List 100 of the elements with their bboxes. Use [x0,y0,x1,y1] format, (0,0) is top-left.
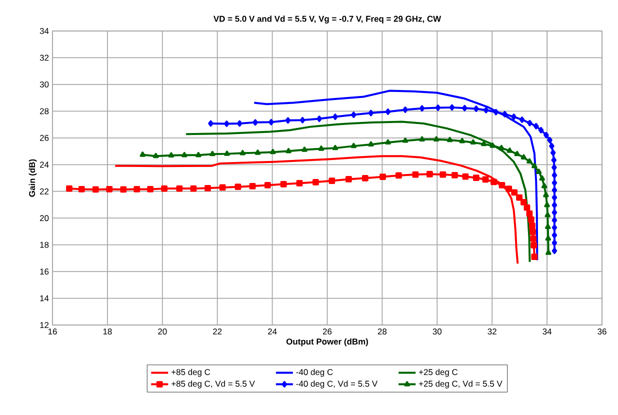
point [234,184,242,190]
point [134,186,140,192]
point [249,182,256,190]
point [446,136,453,142]
legend-label: +85 deg C [172,368,210,377]
point [543,192,549,198]
x-tick-label: 20 [158,328,167,335]
point [280,180,287,188]
point [541,182,548,188]
point [395,172,402,179]
point [268,118,274,126]
point [190,185,197,192]
point [520,198,527,206]
point [551,156,557,164]
point [536,168,542,174]
point [552,224,558,231]
point [302,146,308,152]
x-tick-label: 34 [542,328,552,335]
point [530,228,536,236]
point [552,232,558,238]
point [552,164,557,171]
point [208,120,214,127]
point [176,185,183,192]
point [480,140,487,146]
point [385,108,391,115]
point [544,212,551,218]
point [350,112,356,118]
x-tick-label: 18 [103,328,112,335]
point [168,152,174,158]
point [552,180,558,186]
point [524,204,530,211]
point [502,110,508,118]
point [368,110,374,116]
point [419,105,425,112]
point [350,142,357,148]
point [316,116,322,122]
point [519,116,525,123]
point [312,178,319,186]
point [516,194,522,201]
point [514,150,520,156]
y-tick-label: 32 [40,54,49,61]
point [296,180,303,186]
point [140,152,146,157]
point [362,174,368,182]
y-tick-label: 30 [40,81,49,88]
point [345,176,352,182]
point [552,248,558,254]
point [526,158,532,164]
point [419,136,425,142]
point [539,175,546,181]
point [147,186,154,192]
point [66,185,72,192]
point [490,178,497,186]
point [482,176,489,183]
point [493,108,499,116]
point [498,182,506,188]
point [435,104,441,111]
point [529,222,536,230]
point [490,142,496,148]
point [483,106,489,114]
x-tick-label: 36 [598,328,606,335]
point [152,152,159,158]
point [161,185,168,192]
point [204,184,211,192]
point [531,254,538,260]
point [498,144,504,150]
point [552,202,558,208]
legend-label: -40 deg C, Vd = 5.5 V [296,380,378,388]
point [547,136,552,144]
point [433,136,440,142]
point [412,171,419,178]
point [545,235,552,241]
y-tick-label: 26 [40,134,49,141]
point [546,250,552,255]
y-tick-label: 16 [40,268,49,275]
point [538,126,544,134]
point [236,120,242,127]
point [544,132,549,138]
point [332,114,338,120]
point [440,171,446,178]
point [532,162,538,168]
point [402,106,408,113]
point [530,242,538,248]
x-tick-label: 24 [268,328,277,334]
x-tick-label: 28 [378,328,387,335]
point [528,216,534,223]
point [511,114,516,120]
y-tick-label: 24 [40,162,49,168]
point [106,186,113,192]
point [402,138,408,143]
point [452,172,458,178]
point [120,186,127,193]
point [224,120,230,127]
point [368,141,374,147]
point [552,172,558,178]
point [210,150,216,156]
point [549,142,554,150]
point [385,139,391,145]
point [474,106,479,112]
point [286,148,292,154]
